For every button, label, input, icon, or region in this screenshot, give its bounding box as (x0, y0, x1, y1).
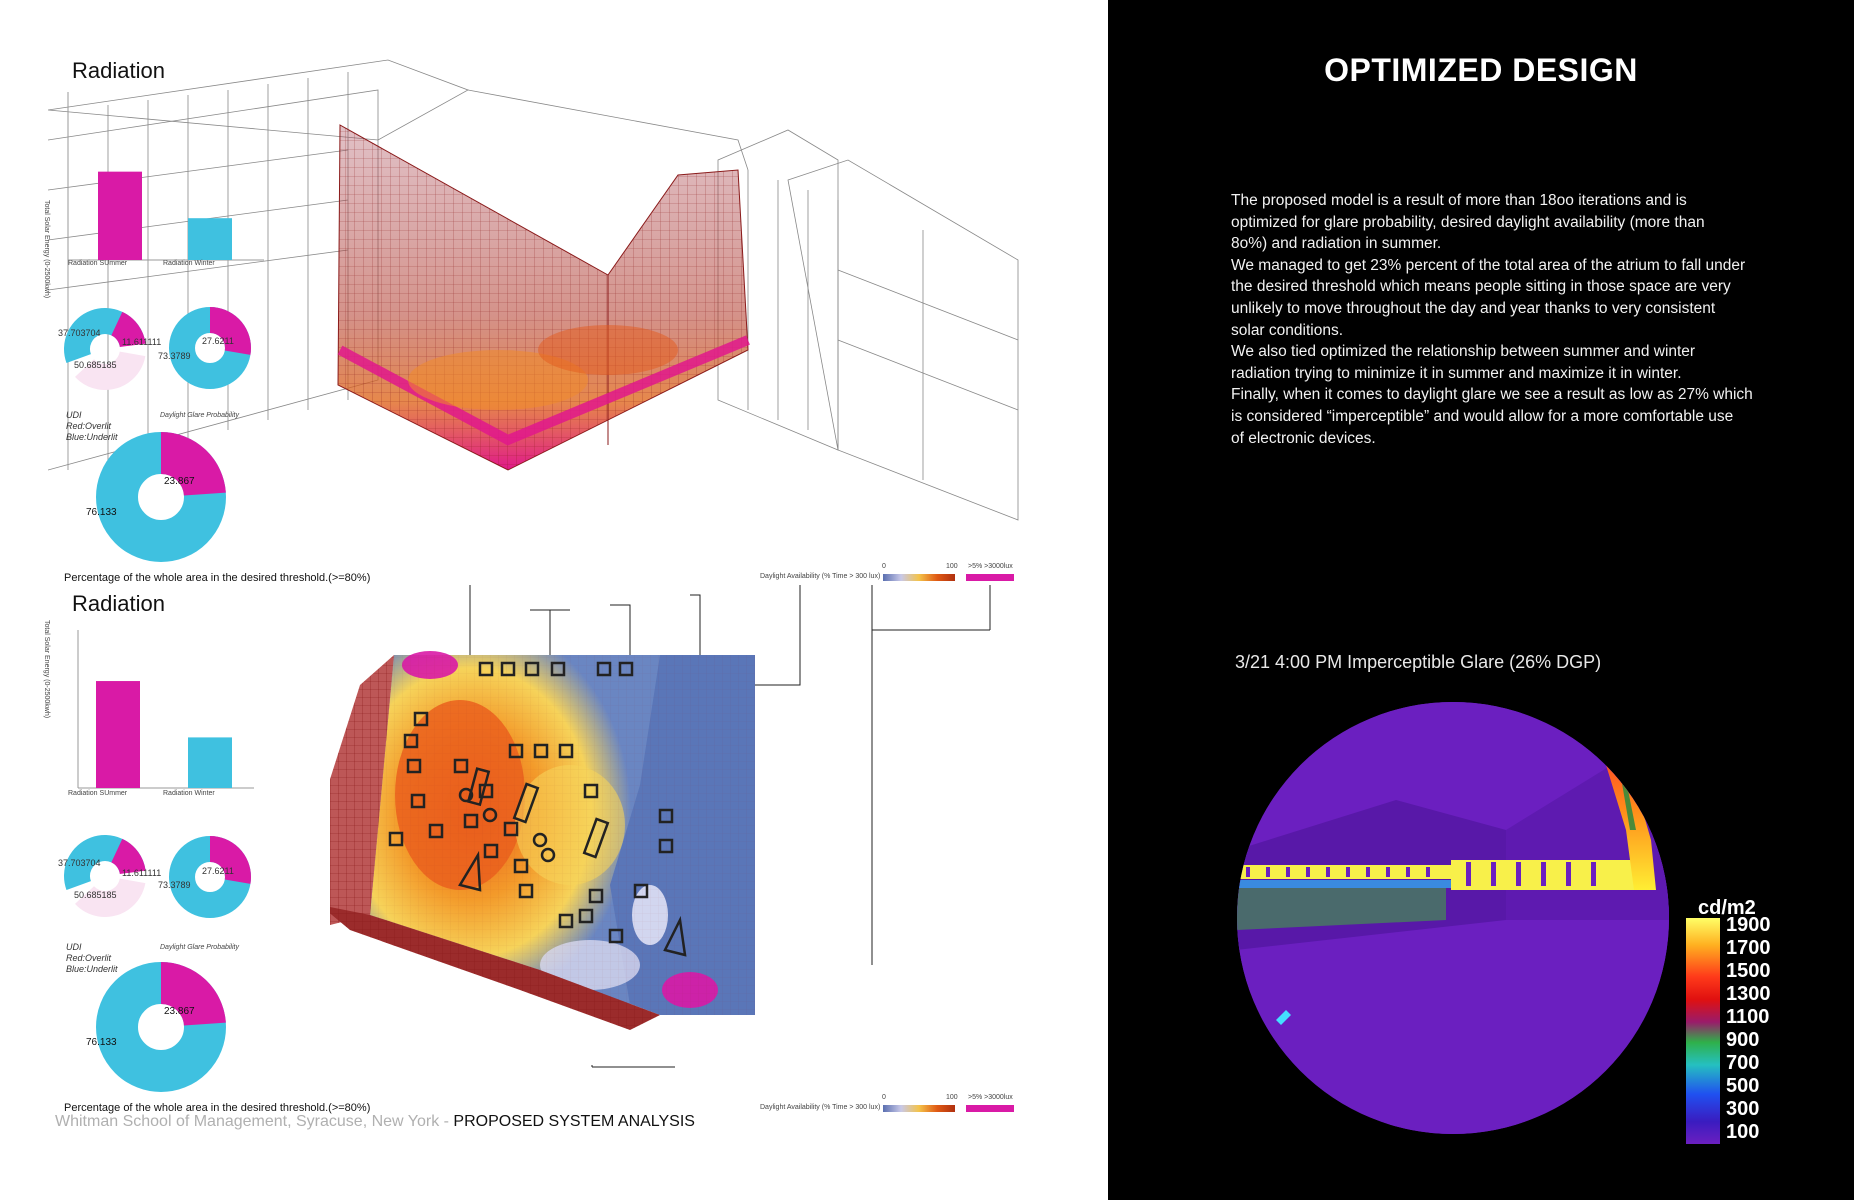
donut-b2-label-2: 73.3789 (158, 880, 191, 890)
footer-section: PROPOSED SYSTEM ANALYSIS (453, 1113, 695, 1130)
donut-b-label-1: 27.6211 (202, 336, 234, 346)
colorbar-tick: 1900 (1726, 914, 1771, 936)
donut-big-top (96, 432, 226, 562)
bar-label-summer-2: Radiation SUmmer (68, 790, 128, 797)
bar-radiation-summer-2 (96, 681, 140, 788)
colorbar-tick: 1500 (1726, 960, 1771, 982)
legend-gradient-2 (883, 1105, 955, 1112)
optimized-design-panel: OPTIMIZED DESIGN The proposed model is a… (1108, 0, 1854, 1200)
radiation-title-2: Radiation (72, 591, 165, 616)
atrium-plan-heatmap (330, 585, 991, 1068)
donut-big-overlit-label: 23.867 (164, 476, 195, 487)
donut-small-b-2 (169, 836, 251, 918)
atrium-axonometric-render (48, 59, 1019, 521)
radiation-bar-chart-2 (77, 630, 254, 789)
dgp-label-2: Daylight Glare Probability (160, 944, 239, 951)
description-paragraph: The proposed model is a result of more t… (1231, 192, 1753, 447)
radiation-bar-chart (67, 92, 264, 261)
udi-label-2: UDI Red:Overlit Blue:Underlit (66, 942, 118, 974)
bar-label-winter-2: Radiation Winter (163, 790, 215, 797)
footer-location: Whitman School of Management, Syracuse, … (55, 1113, 454, 1130)
colorbar-unit: cd/m2 (1698, 897, 1756, 919)
legend-over-2: >5% >3000lux (968, 1094, 1013, 1101)
legend-min-2: 0 (882, 1094, 886, 1101)
analysis-board: Radiation Total Solar Energy (0-2500kwh)… (43, 58, 1019, 1131)
bar-label-winter: Radiation Winter (163, 260, 215, 267)
legend-overlit-swatch (966, 574, 1014, 581)
legend-max-2: 100 (946, 1094, 958, 1101)
donut-a-label-3: 50.685185 (74, 360, 117, 370)
colorbar-gradient (1686, 918, 1720, 1144)
legend-min: 0 (882, 563, 886, 570)
bar-radiation-summer (98, 171, 142, 260)
legend-title: Daylight Availability (% Time > 300 lux) (760, 573, 881, 580)
udi-label: UDI Red:Overlit Blue:Underlit (66, 410, 118, 442)
donut-a2-label-1: 37.703704 (58, 858, 101, 868)
bar-radiation-winter (188, 218, 232, 260)
donut-small-a (64, 308, 146, 390)
bar-label-summer: Radiation SUmmer (68, 260, 128, 267)
threshold-text-2: Percentage of the whole area in the desi… (64, 1102, 371, 1114)
colorbar-tick: 1700 (1726, 937, 1771, 959)
donut-a-label-2: 11.611111 (122, 337, 162, 347)
dgp-label: Daylight Glare Probability (160, 412, 239, 419)
colorbar-tick: 900 (1726, 1029, 1760, 1051)
legend-overlit-swatch-2 (966, 1105, 1014, 1112)
donut-b2-label-1: 27.6211 (202, 866, 234, 876)
legend-max: 100 (946, 563, 958, 570)
donut-big2-underlit-label: 76.133 (86, 1037, 117, 1048)
colorbar-tick: 700 (1726, 1052, 1760, 1074)
colorbar-tick: 500 (1726, 1075, 1760, 1097)
donut-a-label-1: 37.703704 (58, 328, 101, 338)
colorbar-tick: 1100 (1726, 1006, 1770, 1028)
legend-gradient (883, 574, 955, 581)
donut-small-b (169, 307, 251, 389)
colorbar-tick: 1300 (1726, 983, 1771, 1005)
radiation-title: Radiation (72, 58, 165, 83)
render-caption: 3/21 4:00 PM Imperceptible Glare (26% DG… (1235, 652, 1602, 672)
footer: Whitman School of Management, Syracuse, … (55, 1113, 695, 1131)
colorbar-tick: 300 (1726, 1098, 1760, 1120)
fisheye-luminance-render (1237, 702, 1669, 1134)
donut-a2-label-2: 11.611111 (122, 868, 162, 878)
colorbar-tick: 100 (1726, 1121, 1760, 1143)
donut-big2-overlit-label: 23.867 (164, 1006, 195, 1017)
donut-big-bottom (96, 962, 226, 1092)
legend-over: >5% >3000lux (968, 563, 1013, 570)
radiation-y-axis-label: Total Solar Energy (0-2500kwh) (43, 200, 50, 299)
colorbar-ticks: 1900 1700 1500 1300 1100 900 700 500 300… (1726, 914, 1796, 1144)
donut-big-underlit-label: 76.133 (86, 507, 117, 518)
legend-title-2: Daylight Availability (% Time > 300 lux) (760, 1104, 881, 1111)
donut-small-a-2 (64, 835, 146, 917)
threshold-text: Percentage of the whole area in the desi… (64, 572, 371, 584)
bar-radiation-winter-2 (188, 737, 232, 788)
donut-b-label-2: 73.3789 (158, 351, 191, 361)
radiation-y-axis-label-2: Total Solar Energy (0-2500kwh) (43, 620, 50, 719)
donut-a2-label-3: 50.685185 (74, 890, 117, 900)
optimized-design-title: OPTIMIZED DESIGN (1324, 52, 1638, 88)
